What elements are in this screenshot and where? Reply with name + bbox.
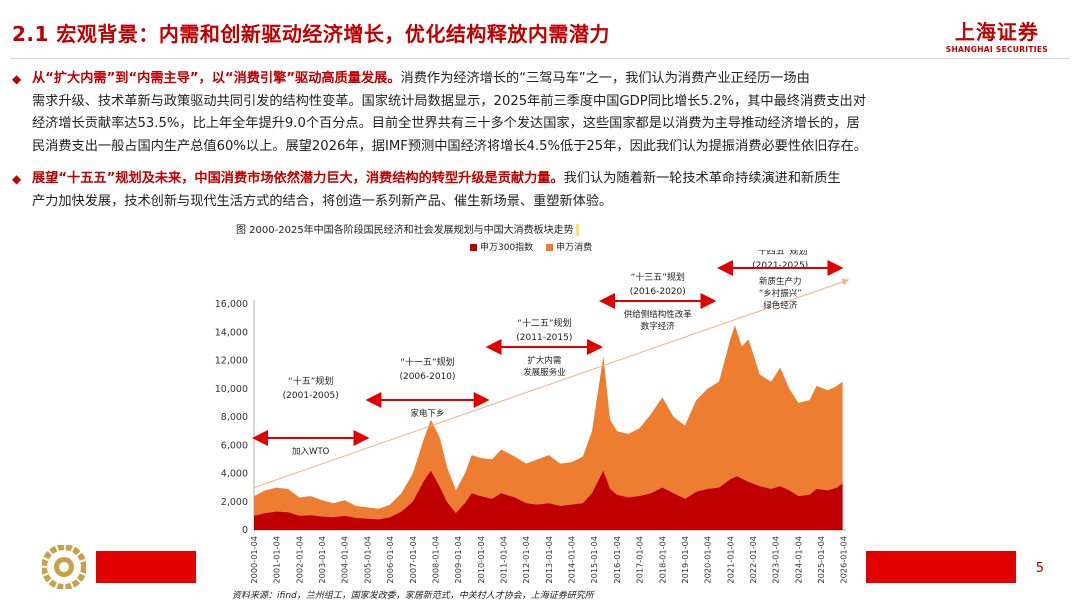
plan-years: (2006-2010)	[399, 372, 455, 382]
diamond-bullet-icon: ◆	[12, 72, 22, 86]
plan-name: “十四五”规划	[753, 250, 807, 257]
x-tick-label: 2020-01-04	[703, 536, 713, 584]
paragraph-1-line-4: 民消费支出一般占国内生产总值60%以上。展望2026年，据IMF预测中国经济将增…	[32, 138, 867, 154]
x-tick-label: 2017-01-04	[635, 536, 645, 584]
footer-red-bar-right	[866, 551, 1016, 583]
y-tick-label: 16,000	[215, 299, 248, 310]
plan-name: “十五”规划	[288, 375, 333, 387]
series-area-consumption	[254, 325, 843, 530]
paragraph-1-line-1: 消费作为经济增长的“三驾马车”之一，我们认为消费产业正经历一场由	[400, 71, 810, 86]
plan-note: 绿色经济	[763, 300, 798, 311]
x-tick-label: 2014-01-04	[567, 536, 577, 584]
paragraph-1-line-3: 经济增长贡献率达53.5%，比上年全年提升9.0个百分点。目前全世界共有三十多个…	[32, 116, 860, 131]
plan-name: “十三五”规划	[631, 271, 685, 283]
plan-name: “十二五”规划	[517, 317, 571, 329]
company-emblem-icon	[42, 545, 86, 589]
area-chart: 0 2,000 4,000 6,000 8,000 10,000 12,000 14,000 1…	[215, 250, 850, 584]
company-logo: 上海证券 SHANGHAI SECURITIES	[946, 16, 1048, 54]
legend-item-300: 申万300指数	[480, 243, 534, 253]
plan-note: 加入WTO	[292, 446, 330, 457]
x-tick-label: 2004-01-04	[340, 536, 350, 584]
plan-note: 供给侧结构性改革	[624, 309, 693, 320]
x-tick-label: 2012-01-04	[521, 536, 531, 584]
chart-legend: 申万300指数 申万消费	[460, 240, 592, 253]
logo-cn: 上海证券	[954, 20, 1039, 44]
paragraph-2-line-2: 产力加快发展，技术创新与现代生活方式的结合，将创造一系列新产品、催生新场景、重塑…	[32, 193, 613, 209]
source-note: 资料来源：ifind，兰州组工，国家发改委，家居新范式，中关村人才协会，上海证券…	[232, 591, 594, 601]
x-tick-label: 2016-01-04	[612, 536, 622, 584]
highlight-mark	[575, 224, 579, 236]
x-tick-label: 2024-01-04	[793, 536, 803, 584]
x-tick-label: 2019-01-04	[680, 536, 690, 584]
x-tick-label: 2009-01-04	[453, 536, 463, 584]
page-number: 5	[1035, 561, 1044, 576]
plan-years: (2001-2005)	[283, 391, 339, 401]
paragraph-2-line-1: 我们认为随着新一轮技术革命持续演进和新质生	[563, 171, 841, 186]
x-tick-label: 2011-01-04	[499, 536, 509, 584]
legend-item-consumption: 申万消费	[556, 243, 593, 253]
y-tick-label: 2,000	[221, 497, 248, 508]
title-divider	[10, 58, 1070, 59]
legend-swatch-orange	[546, 244, 554, 251]
paragraph-1-line-2: 需求升级、技术革新与政策驱动共同引发的结构性变革。国家统计局数据显示，2025年…	[32, 93, 866, 109]
x-tick-label: 2026-01-04	[839, 536, 849, 584]
footer-red-bar-left	[96, 551, 196, 583]
plan-years: (2021-2025)	[752, 261, 808, 271]
plan-note: “乡村振兴”	[759, 288, 802, 299]
x-tick-label: 2025-01-04	[816, 536, 826, 584]
plan-name: “十一五”规划	[400, 356, 454, 368]
x-tick-label: 2013-01-04	[544, 536, 554, 584]
x-tick-label: 2015-01-04	[589, 536, 599, 584]
y-tick-label: 0	[242, 525, 248, 536]
plan-note: 新质生产力	[759, 276, 802, 287]
x-tick-label: 2001-01-04	[272, 536, 282, 584]
x-tick-label: 2022-01-04	[748, 536, 758, 584]
x-tick-label: 2005-01-04	[362, 536, 372, 584]
plan-note: 家电下乡	[411, 408, 445, 419]
y-tick-label: 10,000	[215, 384, 248, 395]
plan-years: (2016-2020)	[630, 287, 686, 297]
paragraph-1: ◆ 从“扩大内需”到“内需主导”，以“消费引擎”驱动高质量发展。消费作为经济增长…	[12, 68, 1052, 158]
x-tick-label: 2023-01-04	[771, 536, 781, 584]
paragraph-1-highlight: 从“扩大内需”到“内需主导”，以“消费引擎”驱动高质量发展。	[32, 71, 401, 86]
plan-note: 发展服务业	[523, 367, 566, 378]
x-tick-label: 2003-01-04	[317, 536, 327, 584]
y-tick-label: 6,000	[221, 440, 248, 451]
x-tick-label: 2018-01-04	[657, 536, 667, 584]
x-tick-label: 2008-01-04	[430, 536, 440, 584]
x-tick-label: 2002-01-04	[294, 536, 304, 584]
x-tick-label: 2010-01-04	[476, 536, 486, 584]
paragraph-2: ◆ 展望“十五五”规划及未来，中国消费市场依然潜力巨大，消费结构的转型升级是贡献…	[12, 168, 1052, 213]
y-tick-label: 14,000	[215, 327, 248, 338]
plan-years: (2011-2015)	[516, 333, 572, 343]
page-title: 2.1 宏观背景：内需和创新驱动经济增长，优化结构释放内需潜力	[12, 22, 610, 46]
series-area-300	[254, 470, 843, 530]
y-tick-label: 8,000	[221, 412, 248, 423]
figure-title: 图 2000-2025年中国各阶段国民经济和社会发展规划与中国大消费板块走势	[236, 221, 579, 236]
figure-title-text: 图 2000-2025年中国各阶段国民经济和社会发展规划与中国大消费板块走势	[236, 225, 574, 236]
x-tick-label: 2000-01-04	[249, 536, 259, 584]
y-tick-label: 4,000	[221, 469, 248, 480]
x-tick-label: 2007-01-04	[408, 536, 418, 584]
x-tick-label: 2021-01-04	[725, 536, 735, 584]
paragraph-2-highlight: 展望“十五五”规划及未来，中国消费市场依然潜力巨大，消费结构的转型升级是贡献力量…	[32, 171, 564, 186]
y-tick-label: 12,000	[215, 356, 248, 367]
trend-arrow	[253, 278, 850, 489]
logo-en: SHANGHAI SECURITIES	[945, 45, 1048, 54]
legend-swatch-red	[470, 244, 477, 251]
x-tick-label: 2006-01-04	[385, 536, 395, 584]
plan-note: 数字经济	[641, 321, 676, 332]
plan-note: 扩大内需	[527, 355, 561, 366]
diamond-bullet-icon: ◆	[12, 172, 22, 186]
